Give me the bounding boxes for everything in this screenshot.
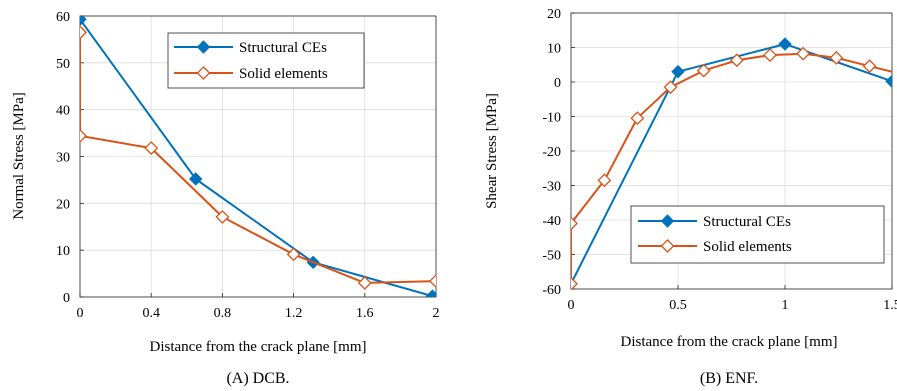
y-tick-label-enf-4: -20: [542, 145, 561, 160]
caption-dcb: (A) DCB.: [226, 370, 289, 387]
y-tick-label-enf-0: -60: [542, 283, 561, 298]
x-tick-label-enf-1: 0.5: [669, 298, 687, 313]
y-tick-label-dcb-0: 0: [63, 291, 70, 306]
data-point-solid-enf-5: [696, 63, 711, 78]
series-enf: [571, 37, 892, 289]
x-tick-label-dcb-4: 1.6: [356, 306, 374, 321]
data-point-structural-enf-3: [885, 74, 892, 89]
legend-dcb: Structural CEs Solid elements: [167, 32, 365, 89]
data-point-structural-dcb-1: [188, 172, 203, 186]
data-point-structural-enf-1: [671, 64, 685, 79]
legend-enf: Structural CEs Solid elements: [630, 205, 885, 264]
x-tick-label-enf-0: 0: [568, 298, 575, 313]
legend-marker-solid-dcb: [196, 66, 211, 80]
y-tick-label-dcb-5: 50: [56, 57, 70, 72]
series-dcb: [80, 16, 436, 297]
chart-enf: 0 0.5 1 1.5 -60 -50 -40 -30 -20 -10 0 10 20 Distance…: [484, 7, 897, 387]
y-tick-label-enf-8: 20: [547, 7, 561, 22]
data-point-solid-dcb-2: [80, 128, 87, 143]
x-tick-label-dcb-3: 1.2: [285, 306, 303, 321]
data-point-solid-dcb-5: [286, 247, 301, 262]
data-point-solid-enf-6: [729, 53, 744, 68]
legend-label-structural-dcb: Structural CEs: [239, 40, 327, 56]
y-tick-label-enf-5: -10: [542, 111, 561, 126]
x-tick-label-dcb-5: 2: [433, 306, 440, 321]
legend-label-structural-enf: Structural CEs: [703, 214, 791, 230]
legend-marker-structural-dcb: [196, 40, 211, 54]
data-point-solid-enf-9: [829, 50, 844, 65]
y-tick-label-dcb-4: 40: [56, 104, 70, 119]
data-point-solid-enf-10: [862, 59, 877, 74]
data-point-solid-dcb-6: [357, 276, 372, 290]
x-tick-label-dcb-1: 0.4: [142, 306, 160, 321]
series-line-structural-dcb: [80, 18, 433, 297]
x-tick-label-enf-2: 1: [782, 298, 789, 313]
y-tick-label-enf-2: -40: [542, 214, 561, 229]
data-point-solid-enf-4: [663, 80, 678, 95]
data-point-solid-dcb-4: [215, 209, 230, 224]
series-line-structural-enf: [571, 43, 892, 285]
y-tick-label-dcb-1: 10: [56, 244, 70, 259]
legend-box-dcb: [167, 32, 365, 89]
data-point-structural-enf-2: [778, 37, 792, 51]
data-point-solid-enf-3: [630, 111, 645, 126]
y-tick-label-enf-6: 0: [554, 76, 561, 91]
legend-label-solid-dcb: Solid elements: [239, 66, 328, 82]
data-point-solid-enf-0: [571, 276, 578, 289]
data-point-structural-dcb-0: [80, 16, 87, 26]
legend-label-solid-enf: Solid elements: [703, 239, 792, 255]
x-axis-label-dcb: Distance from the crack plane [mm]: [150, 339, 367, 355]
y-axis-label-dcb: Normal Stress [MPa]: [11, 92, 27, 220]
legend-box-enf: [630, 205, 885, 264]
data-point-solid-dcb-1: [80, 25, 87, 40]
legend-marker-solid-enf: [660, 239, 675, 253]
data-point-structural-dcb-3: [425, 289, 436, 297]
legend-marker-structural-enf: [660, 214, 675, 228]
y-axis-label-enf: Shear Stress [MPa]: [484, 93, 500, 209]
y-tick-label-dcb-2: 20: [56, 197, 70, 212]
x-axis-label-enf: Distance from the crack plane [mm]: [621, 334, 838, 350]
y-tick-label-enf-7: 10: [547, 42, 561, 57]
x-tick-label-dcb-0: 0: [77, 306, 84, 321]
data-point-solid-enf-7: [763, 48, 777, 63]
x-tick-label-dcb-2: 0.8: [214, 306, 232, 321]
data-point-solid-dcb-3: [144, 141, 159, 155]
x-tick-label-enf-3: 1.5: [883, 298, 897, 313]
data-point-solid-enf-1: [571, 216, 578, 231]
data-point-solid-enf-2: [597, 173, 612, 188]
y-tick-label-dcb-6: 60: [56, 10, 70, 25]
caption-enf: (B) ENF.: [700, 370, 758, 387]
y-tick-label-enf-1: -50: [542, 249, 561, 264]
tick-labels-enf: 0 0.5 1 1.5 -60 -50 -40 -30 -20 -10 0 10 20: [542, 7, 897, 313]
data-point-solid-dcb-7: [429, 274, 436, 288]
data-point-solid-enf-8: [796, 46, 811, 61]
y-tick-label-dcb-3: 30: [56, 151, 70, 166]
y-tick-label-enf-3: -30: [542, 180, 561, 195]
